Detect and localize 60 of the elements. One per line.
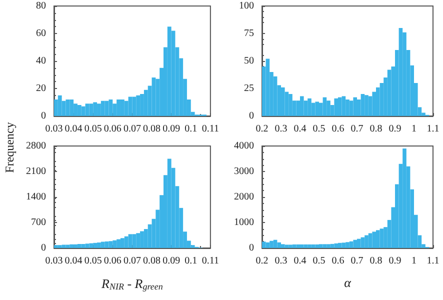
x-tick-label: 0.07 <box>123 256 141 266</box>
x-tick-label: 0.8 <box>370 256 382 266</box>
x-tick-label: 1.1 <box>426 124 440 134</box>
y-tick-label: 0 <box>249 110 254 122</box>
x-tick-label: 0.5 <box>312 256 326 266</box>
x-tick-label: 0.2 <box>256 256 268 266</box>
x-tick-label: 0.09 <box>162 256 180 266</box>
y-tick-label: 2000 <box>234 192 254 202</box>
x-tick-label: 0.2 <box>256 124 268 134</box>
x-tick-label: 0.8 <box>370 124 382 134</box>
x-tick-label: 0.03 <box>45 256 63 266</box>
y-tick-label: 25 <box>244 83 254 94</box>
y-tick-label: 4000 <box>234 140 254 152</box>
y-tick-label: 3000 <box>234 166 254 177</box>
x-tick-label: 0.11 <box>202 256 220 266</box>
x-tick-label: 0.08 <box>143 256 161 266</box>
y-axis-title: Frequency <box>2 121 18 175</box>
x-tick-label: 0.04 <box>64 256 82 266</box>
x-tick-label: 0.6 <box>332 124 344 134</box>
x-tick-label: 0.6 <box>332 256 344 266</box>
y-tick-label: 80 <box>36 0 46 12</box>
x-tick-label: 0.1 <box>184 256 198 266</box>
x-tick-label: 0.04 <box>64 124 82 134</box>
x-tick-label: 0.07 <box>123 124 141 134</box>
y-tick-label: 60 <box>36 28 46 39</box>
x-tick-label: 0.9 <box>388 256 402 266</box>
x-tick-label: 0.1 <box>184 124 198 134</box>
x-tick-label: 0.7 <box>350 256 364 266</box>
y-tick-label: 0 <box>249 242 254 254</box>
x-tick-label: 0.06 <box>104 124 122 134</box>
x-tick-label: 0.09 <box>162 124 180 134</box>
x-tick-label: 0.4 <box>294 256 306 266</box>
y-tick-label: 1400 <box>26 192 46 202</box>
y-tick-label: 75 <box>244 28 254 39</box>
x-tick-label: 0.05 <box>84 256 102 266</box>
y-tick-label: 20 <box>36 83 46 94</box>
y-tick-label: 0 <box>41 110 46 122</box>
y-tick-label: 1000 <box>234 217 254 228</box>
y-tick-label: 100 <box>239 0 254 12</box>
x-tick-label: 0.3 <box>274 256 288 266</box>
x-tick-label: 0.5 <box>312 124 326 134</box>
y-tick-label: 2100 <box>26 166 46 177</box>
y-tick-label: 700 <box>31 217 46 228</box>
y-tick-label: 40 <box>36 56 46 66</box>
x-tick-label: 0.08 <box>143 124 161 134</box>
y-tick-label: 0 <box>41 242 46 254</box>
x-axis-title: α <box>344 275 352 290</box>
x-tick-label: 0.7 <box>350 124 364 134</box>
x-tick-label: 0.11 <box>202 124 220 134</box>
x-tick-label: 0.9 <box>388 124 402 134</box>
x-tick-label: 0.3 <box>274 124 288 134</box>
x-tick-label: 1 <box>412 256 416 266</box>
y-tick-label: 2800 <box>26 140 46 152</box>
x-tick-label: 0.4 <box>294 124 306 134</box>
x-tick-label: 0.05 <box>84 124 102 134</box>
x-tick-label: 0.06 <box>104 256 122 266</box>
x-tick-label: 0.03 <box>45 124 63 134</box>
y-tick-label: 50 <box>244 56 254 66</box>
x-tick-label: 1 <box>412 124 416 134</box>
x-tick-label: 1.1 <box>426 256 440 266</box>
